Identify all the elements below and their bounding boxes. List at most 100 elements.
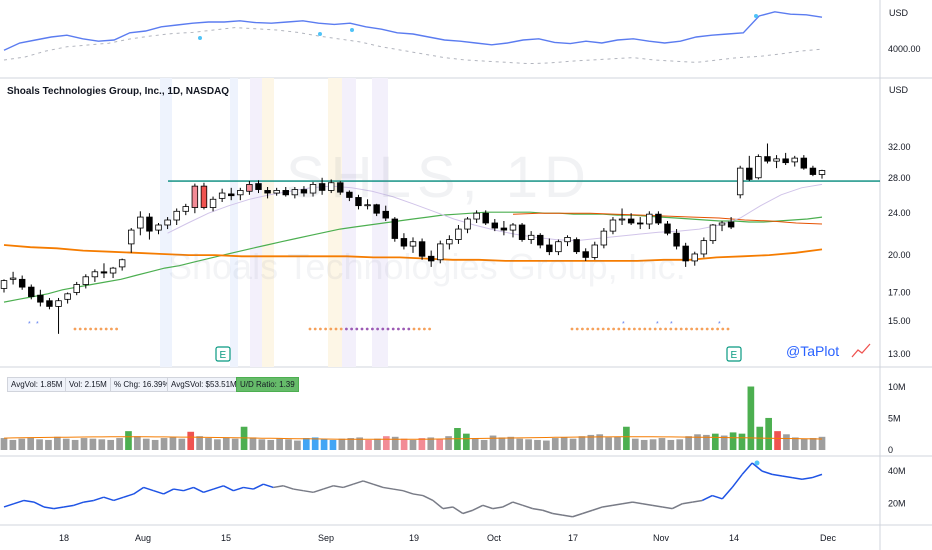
avgvol-stat: AvgVol: 1.85M [7, 377, 67, 392]
signal-dot [591, 327, 595, 331]
dollar-volume-segment [83, 499, 94, 503]
dollar-volume-segment [622, 501, 633, 505]
candle [746, 167, 753, 180]
volume-bar [471, 438, 479, 450]
candle [673, 232, 680, 247]
volume-bar [98, 439, 106, 450]
rs-new-high-dot [350, 28, 354, 32]
earnings-marker-label: E [731, 350, 738, 361]
volume-bar [222, 437, 230, 450]
volume-bar [125, 431, 132, 450]
volume-bar [578, 436, 586, 450]
volume-tick-label: 5M [888, 414, 901, 424]
volume-bar [649, 439, 657, 450]
earnings-marker [215, 346, 231, 362]
volume-bar [285, 439, 292, 450]
time-tick-label: Sep [318, 533, 334, 543]
rs-tick-label: 4000.00 [888, 44, 921, 54]
signal-dot [575, 327, 579, 331]
time-tick-label: 19 [409, 533, 419, 543]
volume-bar [694, 434, 701, 450]
volume-bar [276, 438, 283, 450]
signal-dot [423, 327, 426, 331]
dollar-volume-segment [333, 485, 344, 489]
volume-bar [267, 439, 275, 450]
time-tick-label: Nov [653, 533, 670, 543]
signal-dot [94, 327, 98, 331]
dollar-volume-segment [303, 489, 314, 494]
signal-dot [381, 327, 385, 331]
dollar-volume-segment [203, 488, 214, 494]
volume-bar [809, 438, 817, 450]
candle [391, 218, 399, 239]
chart-title: Shoals Technologies Group, Inc., 1D, NAS… [7, 86, 230, 97]
volume-bar [436, 439, 444, 450]
signal-dot [319, 327, 322, 331]
dollar-volume-segment [712, 494, 723, 500]
volume-bar [365, 439, 372, 450]
signal-dot [376, 327, 379, 331]
volume-bar [445, 436, 452, 450]
signal-dot [99, 327, 103, 331]
price-tick-label: 20.00 [888, 250, 911, 260]
volume-tick-label: 10M [888, 382, 906, 392]
signal-dot [84, 327, 87, 331]
candle [118, 259, 126, 268]
candle [818, 170, 826, 175]
candle [627, 218, 635, 224]
dollar-volume-segment [562, 514, 573, 518]
volume-bar [391, 436, 399, 450]
candle [791, 157, 798, 163]
signal-dot [674, 327, 678, 331]
dollar-volume-segment [133, 486, 145, 495]
volume-bar [525, 439, 532, 450]
volume-bar [36, 439, 43, 450]
dollar-volume-segment [23, 499, 35, 503]
candle [155, 224, 162, 231]
volume-bar [623, 426, 630, 450]
volume-bar [818, 436, 826, 450]
candle [564, 237, 571, 243]
dollar-volume-segment [522, 504, 533, 510]
dollar-volume-segment [682, 501, 693, 505]
signal-dot [360, 327, 364, 331]
relative-strength-line [3, 11, 823, 51]
signal-dot [659, 327, 662, 331]
dollar-volume-panel [3, 460, 823, 518]
volume-bar [320, 439, 328, 450]
volume-bar [400, 438, 408, 450]
price-tick-label: 13.00 [888, 349, 911, 359]
dollar-volume-segment [103, 496, 114, 502]
plot-background [0, 0, 880, 550]
signal-dot [371, 327, 374, 331]
dollar-volume-segment [233, 486, 244, 492]
volume-bar [587, 434, 595, 450]
volume-bar [249, 437, 257, 450]
signal-dot [612, 327, 615, 331]
candle [309, 184, 317, 194]
volume-bar [169, 437, 177, 450]
avg-dollar-vol-stat: AvgSVol: $53.51M [167, 377, 241, 392]
signal-dot [669, 327, 673, 331]
candle [482, 212, 489, 224]
price-tick-label: 15.00 [888, 316, 911, 326]
volume-bar [596, 434, 604, 450]
signal-dot [653, 327, 657, 331]
candle [82, 276, 90, 285]
dollar-volume-segment [662, 506, 673, 510]
dollar-volume-segment [402, 489, 414, 495]
candle [55, 300, 62, 307]
volume-bar [507, 436, 515, 450]
candle [37, 294, 44, 303]
dollar-volume-segment [542, 509, 553, 515]
signal-dot [586, 327, 589, 331]
candle [427, 255, 435, 262]
price-tick-label: 28.00 [888, 173, 911, 183]
candle [346, 191, 353, 198]
volume-bar [498, 437, 506, 450]
dollar-volume-segment [253, 483, 264, 490]
dollar-volume-segment [43, 506, 54, 510]
volume-bar [409, 439, 417, 450]
dollar-volume-segment [352, 480, 364, 485]
dollar-volume-segment [652, 504, 663, 508]
